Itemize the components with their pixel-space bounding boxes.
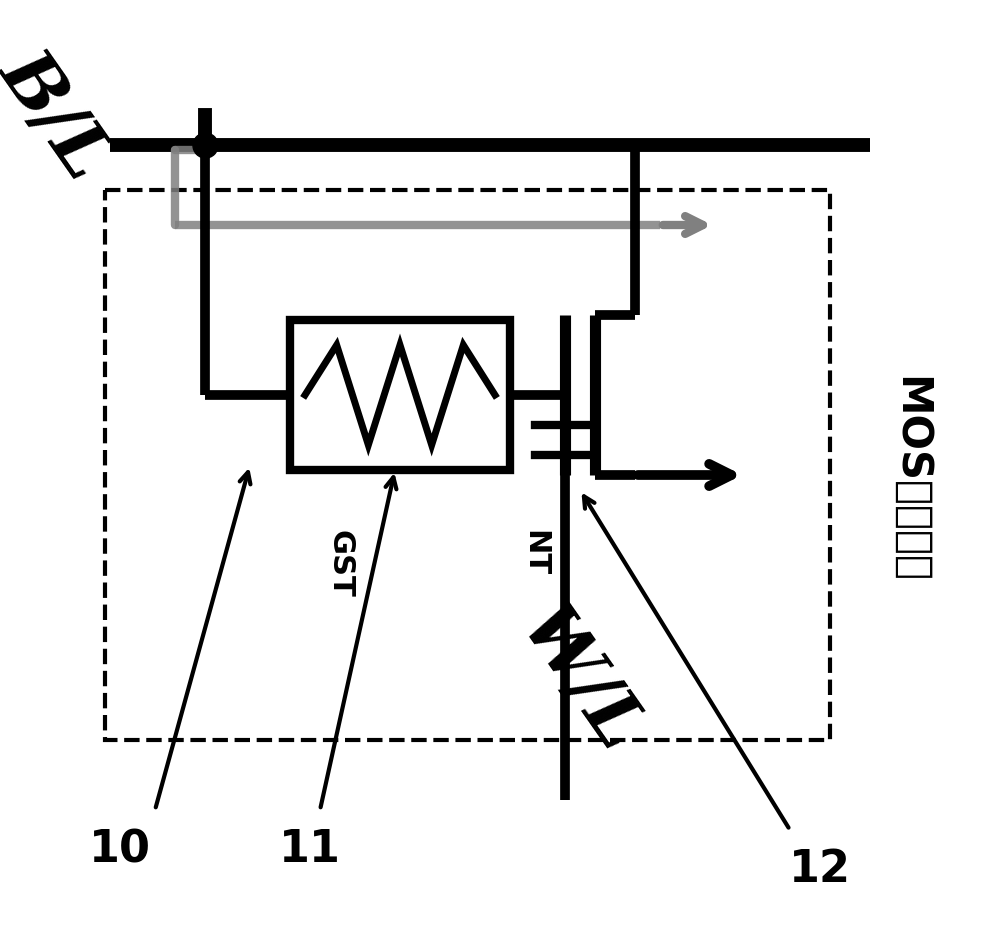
- Text: W/L: W/L: [506, 595, 654, 765]
- Bar: [105, 190, 830, 740]
- Text: GST: GST: [326, 530, 354, 598]
- Bar: [290, 320, 510, 470]
- Text: 10: 10: [89, 828, 151, 871]
- Text: NT: NT: [520, 530, 550, 576]
- Text: 11: 11: [279, 828, 341, 871]
- Text: 12: 12: [789, 848, 851, 891]
- Text: B/L: B/L: [0, 38, 124, 192]
- Text: MOS开关单元: MOS开关单元: [889, 376, 931, 584]
